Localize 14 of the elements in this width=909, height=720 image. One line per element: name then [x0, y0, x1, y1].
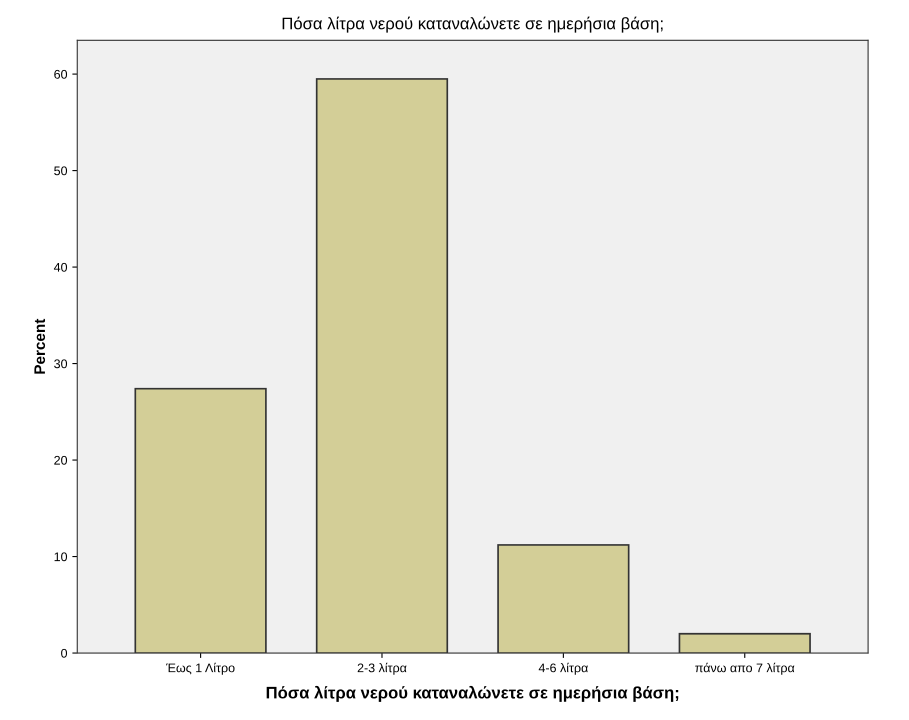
x-axis-title: Πόσα λίτρα νερού καταναλώνετε σε ημερήσια βάση; — [266, 686, 678, 702]
x-tick-label: 4-6 λίτρα — [538, 662, 588, 675]
x-tick-label: 2-3 λίτρα — [358, 662, 407, 675]
y-axis-title: Percent — [34, 318, 46, 374]
x-tick-label: Έως 1 Λίτρο — [166, 662, 235, 675]
y-tick-label: 10 — [54, 552, 68, 562]
y-tick-label: 30 — [54, 359, 68, 368]
y-tick-label: 60 — [54, 70, 68, 79]
y-tick-label: 0 — [61, 648, 68, 658]
y-tick-label: 20 — [54, 456, 68, 465]
x-tick-label: πάνω απο 7 λίτρα — [695, 662, 794, 675]
y-tick-label: 50 — [54, 166, 68, 176]
chart-title: Πόσα λίτρα νερού καταναλώνετε σε ημερήσια βάση; — [282, 16, 663, 33]
y-tick-label: 40 — [54, 262, 68, 272]
